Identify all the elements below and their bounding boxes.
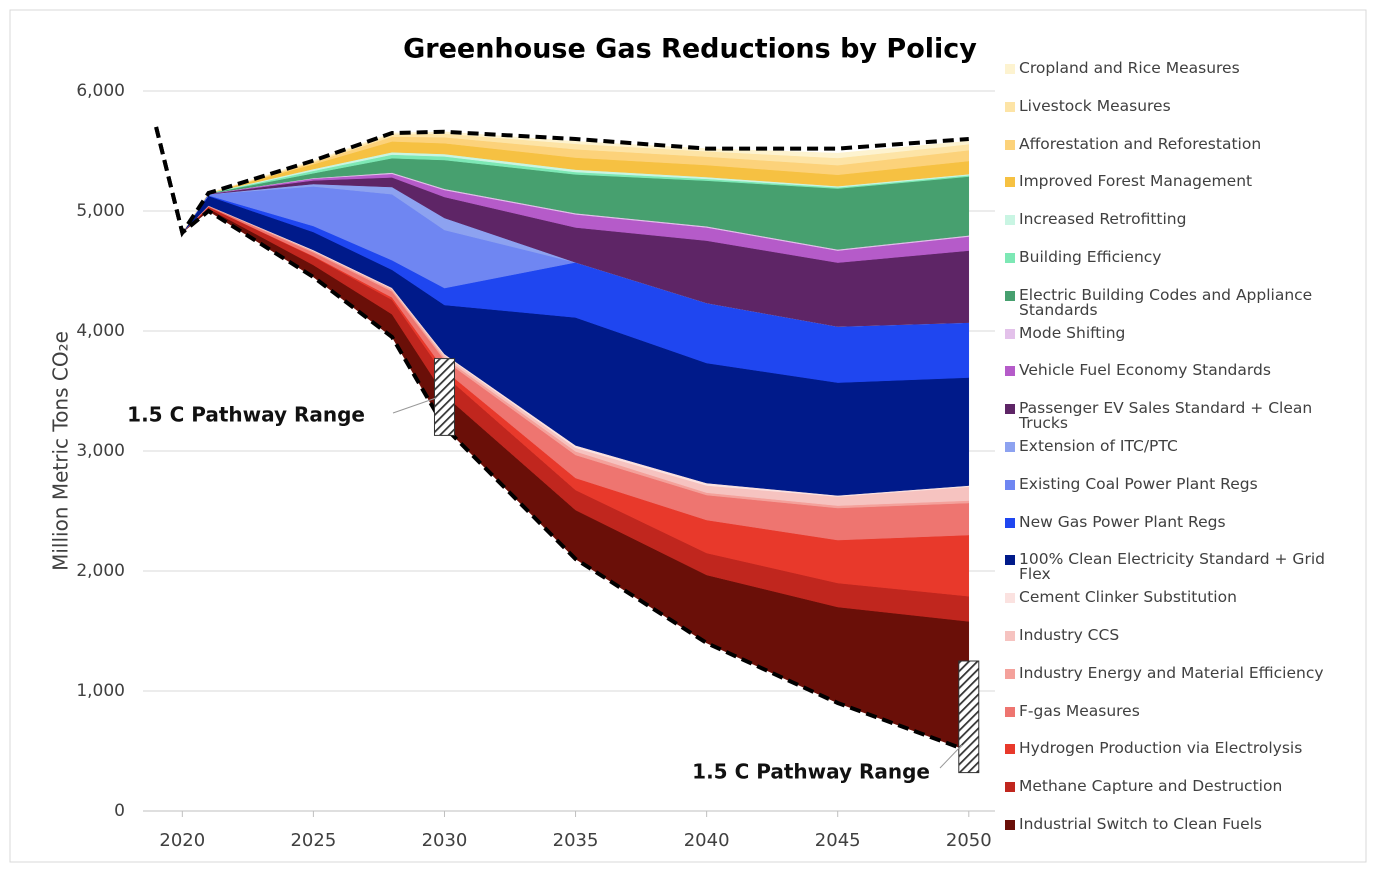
legend-swatch <box>1005 479 1015 490</box>
chart-border <box>9 9 1367 863</box>
legend-label: Industry Energy and Material Efficiency <box>1019 663 1324 682</box>
legend-label: Extension of ITC/PTC <box>1019 437 1178 455</box>
pathway-range <box>958 660 980 774</box>
legend-item: Cropland and Rice Measures <box>1005 59 1360 77</box>
legend-item: Increased Retrofitting <box>1005 210 1360 229</box>
legend-swatch <box>1005 706 1015 717</box>
legend-swatch <box>1005 442 1015 452</box>
legend-swatch <box>1005 593 1015 604</box>
legend-swatch <box>1005 64 1015 74</box>
y-tick-label: 6,000 <box>76 81 125 101</box>
legend-item: Hydrogen Production via Electrolysis <box>1005 741 1360 756</box>
legend-item: Afforestation and Reforestation <box>1005 134 1360 153</box>
legend-label: Improved Forest Management <box>1019 172 1253 191</box>
legend-swatch <box>1005 782 1015 793</box>
legend-label: Vehicle Fuel Economy Standards <box>1019 361 1271 380</box>
dashed-line <box>154 126 970 753</box>
legend-label: New Gas Power Plant Regs <box>1019 512 1226 531</box>
legend-item: Industry CCS <box>1005 626 1360 644</box>
legend-item: Passenger EV Sales Standard + Clean Truc… <box>1005 399 1360 433</box>
leader-line <box>939 744 963 769</box>
legend-item: Methane Capture and Destruction <box>1005 777 1360 796</box>
legend-item: Industry Energy and Material Efficiency <box>1005 663 1360 682</box>
legend-item: Improved Forest Management <box>1005 174 1360 189</box>
legend-item: Cement Clinker Substitution <box>1005 588 1360 607</box>
legend-swatch <box>1005 101 1015 112</box>
legend-label: Methane Capture and Destruction <box>1019 777 1283 796</box>
legend-item: 100% Clean Electricity Standard + Grid F… <box>1005 552 1360 582</box>
x-tick-label: 2040 <box>684 830 730 851</box>
y-tick-label: 5,000 <box>76 201 125 221</box>
legend-swatch <box>1005 668 1015 679</box>
area <box>182 131 970 233</box>
leader-line <box>392 397 437 414</box>
legend-item: New Gas Power Plant Regs <box>1005 512 1360 531</box>
legend-swatch <box>1005 366 1015 377</box>
legend-swatch <box>1005 631 1015 641</box>
legend-swatch <box>1005 555 1015 566</box>
legend-label: Industry CCS <box>1019 626 1120 644</box>
y-tick-label: 0 <box>114 801 125 821</box>
y-tick-label: 1,000 <box>76 681 125 701</box>
legend-label: Livestock Measures <box>1019 96 1171 115</box>
legend-item: Mode Shifting <box>1005 323 1360 342</box>
legend-label: Hydrogen Production via Electrolysis <box>1019 739 1303 758</box>
legend-label: Increased Retrofitting <box>1019 210 1187 229</box>
legend-swatch <box>1005 820 1015 830</box>
legend-label: F-gas Measures <box>1019 701 1140 720</box>
legend-item: F-gas Measures <box>1005 701 1360 720</box>
y-tick-label: 4,000 <box>76 321 125 341</box>
y-tick-label: 2,000 <box>76 561 125 581</box>
legend-swatch <box>1005 215 1015 226</box>
legend-swatch <box>1005 177 1015 188</box>
legend-item: Industrial Switch to Clean Fuels <box>1005 815 1360 833</box>
legend-item: Extension of ITC/PTC <box>1005 437 1360 455</box>
x-tick-label: 2020 <box>159 830 205 851</box>
legend-swatch <box>1005 290 1015 301</box>
legend-label: Existing Coal Power Plant Regs <box>1019 474 1258 493</box>
legend-label: Cropland and Rice Measures <box>1019 59 1240 77</box>
legend-swatch <box>1005 517 1015 528</box>
areas <box>182 131 970 752</box>
legend-label: Industrial Switch to Clean Fuels <box>1019 815 1263 833</box>
legend-label: Mode Shifting <box>1019 323 1126 342</box>
legend-swatch <box>1005 253 1015 263</box>
legend-swatch <box>1005 744 1015 755</box>
x-tick-label: 2035 <box>553 830 599 851</box>
legend-item: Building Efficiency <box>1005 248 1360 266</box>
legend-label: Electric Building Codes and Appliance St… <box>1019 285 1313 319</box>
legend-item: Existing Coal Power Plant Regs <box>1005 474 1360 493</box>
legend-label: Cement Clinker Substitution <box>1019 588 1237 607</box>
legend-swatch <box>1005 404 1015 415</box>
annotation: 1.5 C Pathway Range <box>127 403 365 427</box>
x-tick-label: 2050 <box>946 830 992 851</box>
pathway-range <box>433 358 455 436</box>
legend-item: Electric Building Codes and Appliance St… <box>1005 285 1360 319</box>
dashed-line <box>154 126 969 238</box>
legend-swatch <box>1005 139 1015 150</box>
x-tick-label: 2030 <box>422 830 468 851</box>
legend-label: Building Efficiency <box>1019 248 1162 266</box>
annotation: 1.5 C Pathway Range <box>692 760 930 784</box>
y-tick-label: 3,000 <box>76 441 125 461</box>
legend-item: Livestock Measures <box>1005 96 1360 115</box>
legend-swatch <box>1005 328 1015 339</box>
y-axis-title: Million Metric Tons CO₂e <box>49 331 73 571</box>
x-tick-label: 2045 <box>815 830 861 851</box>
legend-label: Afforestation and Reforestation <box>1019 134 1262 153</box>
legend-label: 100% Clean Electricity Standard + Grid F… <box>1019 550 1325 584</box>
legend-item: Vehicle Fuel Economy Standards <box>1005 363 1360 378</box>
x-tick-label: 2025 <box>290 830 336 851</box>
chart-title: Greenhouse Gas Reductions by Policy <box>403 34 977 65</box>
legend-label: Passenger EV Sales Standard + Clean Truc… <box>1019 399 1313 433</box>
